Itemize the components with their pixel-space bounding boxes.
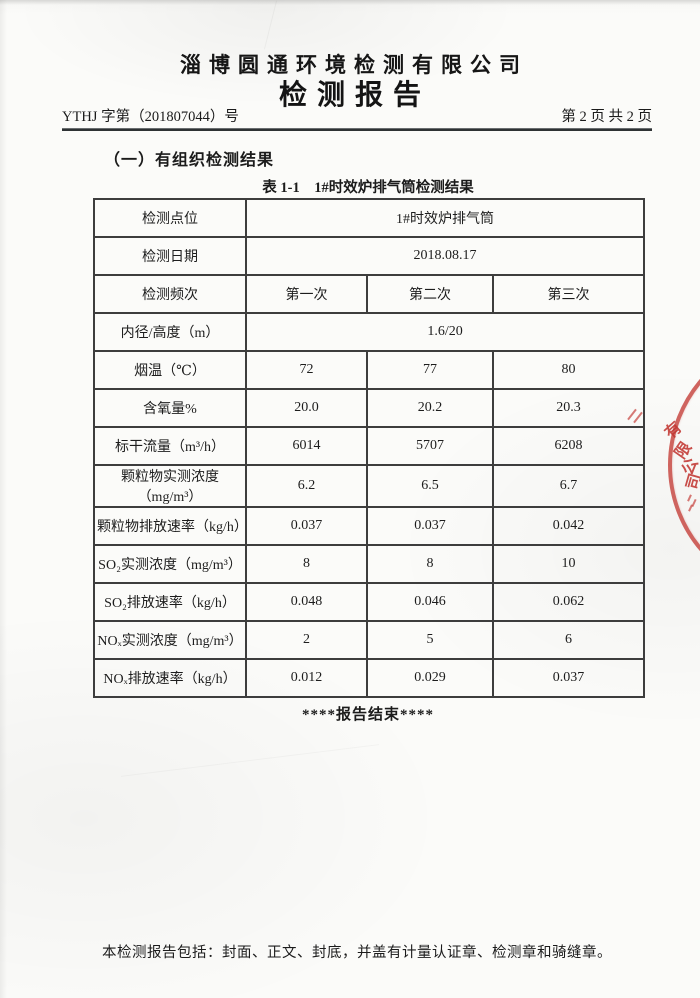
- report-title: 检测报告: [278, 80, 431, 111]
- row-label: NOₓ排放速率（kg/h）: [93, 658, 247, 698]
- row-label: 颗粒物排放速率（kg/h）: [93, 506, 248, 546]
- table-row: 标干流量（m³/h） 6014 5707 6208: [93, 426, 646, 466]
- document-meta-row: YTHJ 字第（201807044）号 第 2 页 共 2 页: [62, 105, 652, 126]
- row-value: 0.037: [491, 658, 646, 698]
- row-value: 8: [366, 544, 494, 584]
- document-number: YTHJ 字第（201807044）号: [62, 109, 239, 125]
- row-label: 内径/高度（m）: [93, 312, 247, 352]
- row-value: 第一次: [245, 274, 368, 314]
- row-value: 20.0: [245, 388, 368, 428]
- table-row: 检测日期 2018.08.17: [93, 236, 646, 276]
- table-row: 烟温（℃） 72 77 80: [93, 350, 646, 390]
- report-end-note: ****报告结束****: [301, 707, 434, 723]
- table-row: 颗粒物实测浓度（mg/m³） 6.2 6.5 6.7: [93, 464, 646, 508]
- table-row: 含氧量% 20.0 20.2 20.3: [93, 388, 646, 428]
- paper-crease: [263, 0, 278, 50]
- row-value: 0.062: [491, 582, 646, 622]
- table-row: NOₓ实测浓度（mg/m³） 2 5 6: [93, 620, 646, 660]
- row-value-span: 1#时效炉排气筒: [244, 198, 646, 238]
- table-row: 颗粒物排放速率（kg/h） 0.037 0.037 0.042: [93, 506, 646, 546]
- section-heading: （一）有组织检测结果: [104, 152, 275, 169]
- table-row: 检测点位 1#时效炉排气筒: [93, 198, 646, 238]
- row-label: 检测频次: [93, 274, 247, 314]
- row-label: SO₂实测浓度（mg/m³）: [93, 544, 247, 584]
- row-value: 第二次: [366, 274, 494, 314]
- row-value: 20.3: [491, 388, 646, 428]
- company-name: 淄博圆通环境检测有限公司: [180, 53, 528, 77]
- row-value: 5707: [366, 426, 494, 466]
- page-indicator: 第 2 页 共 2 页: [561, 109, 652, 125]
- row-value: 6014: [245, 426, 368, 466]
- header-rule: [62, 128, 652, 131]
- footer-note: 本检测报告包括：封面、正文、封底，并盖有计量认证章、检测章和骑缝章。: [102, 945, 612, 961]
- table-row: SO₂实测浓度（mg/m³） 8 8 10: [93, 544, 646, 584]
- row-value: 0.046: [366, 582, 494, 622]
- row-value: 0.029: [366, 658, 494, 698]
- row-value: 0.037: [366, 506, 494, 546]
- row-value: 6.2: [245, 464, 368, 508]
- row-value: 6.7: [491, 464, 646, 508]
- row-label: 检测日期: [93, 236, 247, 276]
- paper-crease: [121, 744, 379, 777]
- row-value: 0.037: [245, 506, 368, 546]
- table-caption: 表 1-1 1#时效炉排气筒检测结果: [262, 180, 474, 196]
- row-value: 8: [245, 544, 368, 584]
- table-row: 检测频次 第一次 第二次 第三次: [93, 274, 646, 314]
- row-label: 标干流量（m³/h）: [93, 426, 247, 466]
- row-value: 6.5: [366, 464, 494, 508]
- row-value: 0.042: [491, 506, 646, 546]
- row-value: 第三次: [491, 274, 646, 314]
- row-label: 烟温（℃）: [93, 350, 247, 390]
- row-value: 20.2: [366, 388, 494, 428]
- row-value: 5: [366, 620, 494, 660]
- row-value-span: 1.6/20: [244, 312, 646, 352]
- row-label: 含氧量%: [93, 388, 247, 428]
- row-value: 72: [245, 350, 368, 390]
- row-value: 0.012: [245, 658, 368, 698]
- row-label: NOₓ实测浓度（mg/m³）: [93, 620, 247, 660]
- row-label: 颗粒物实测浓度（mg/m³）: [93, 464, 247, 508]
- table-row: SO₂排放速率（kg/h） 0.048 0.046 0.062: [93, 582, 646, 622]
- row-value: 2: [245, 620, 368, 660]
- row-value: 0.048: [245, 582, 368, 622]
- table-row: NOₓ排放速率（kg/h） 0.012 0.029 0.037: [93, 658, 646, 698]
- row-label: SO₂排放速率（kg/h）: [93, 582, 247, 622]
- row-label: 检测点位: [93, 198, 247, 238]
- row-value: 6: [491, 620, 646, 660]
- table-row: 内径/高度（m） 1.6/20: [93, 312, 646, 352]
- row-value: 6208: [491, 426, 646, 466]
- results-table: 检测点位 1#时效炉排气筒 检测日期 2018.08.17 检测频次 第一次 第…: [93, 198, 646, 698]
- row-value: 77: [366, 350, 494, 390]
- row-value: 10: [491, 544, 646, 584]
- row-value-span: 2018.08.17: [244, 236, 646, 276]
- row-value: 80: [491, 350, 646, 390]
